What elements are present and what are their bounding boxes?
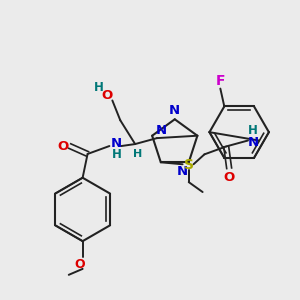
Text: N: N (169, 104, 180, 117)
Text: H: H (94, 81, 103, 94)
Text: O: O (74, 258, 85, 272)
Text: N: N (155, 124, 167, 137)
Text: S: S (184, 158, 194, 172)
Text: N: N (248, 136, 259, 149)
Text: O: O (102, 89, 113, 102)
Text: H: H (248, 124, 258, 137)
Text: N: N (111, 136, 122, 150)
Text: H: H (134, 149, 143, 159)
Text: O: O (224, 171, 235, 184)
Text: N: N (177, 165, 188, 178)
Text: O: O (57, 140, 68, 152)
Text: F: F (216, 74, 225, 88)
Text: H: H (111, 148, 121, 161)
